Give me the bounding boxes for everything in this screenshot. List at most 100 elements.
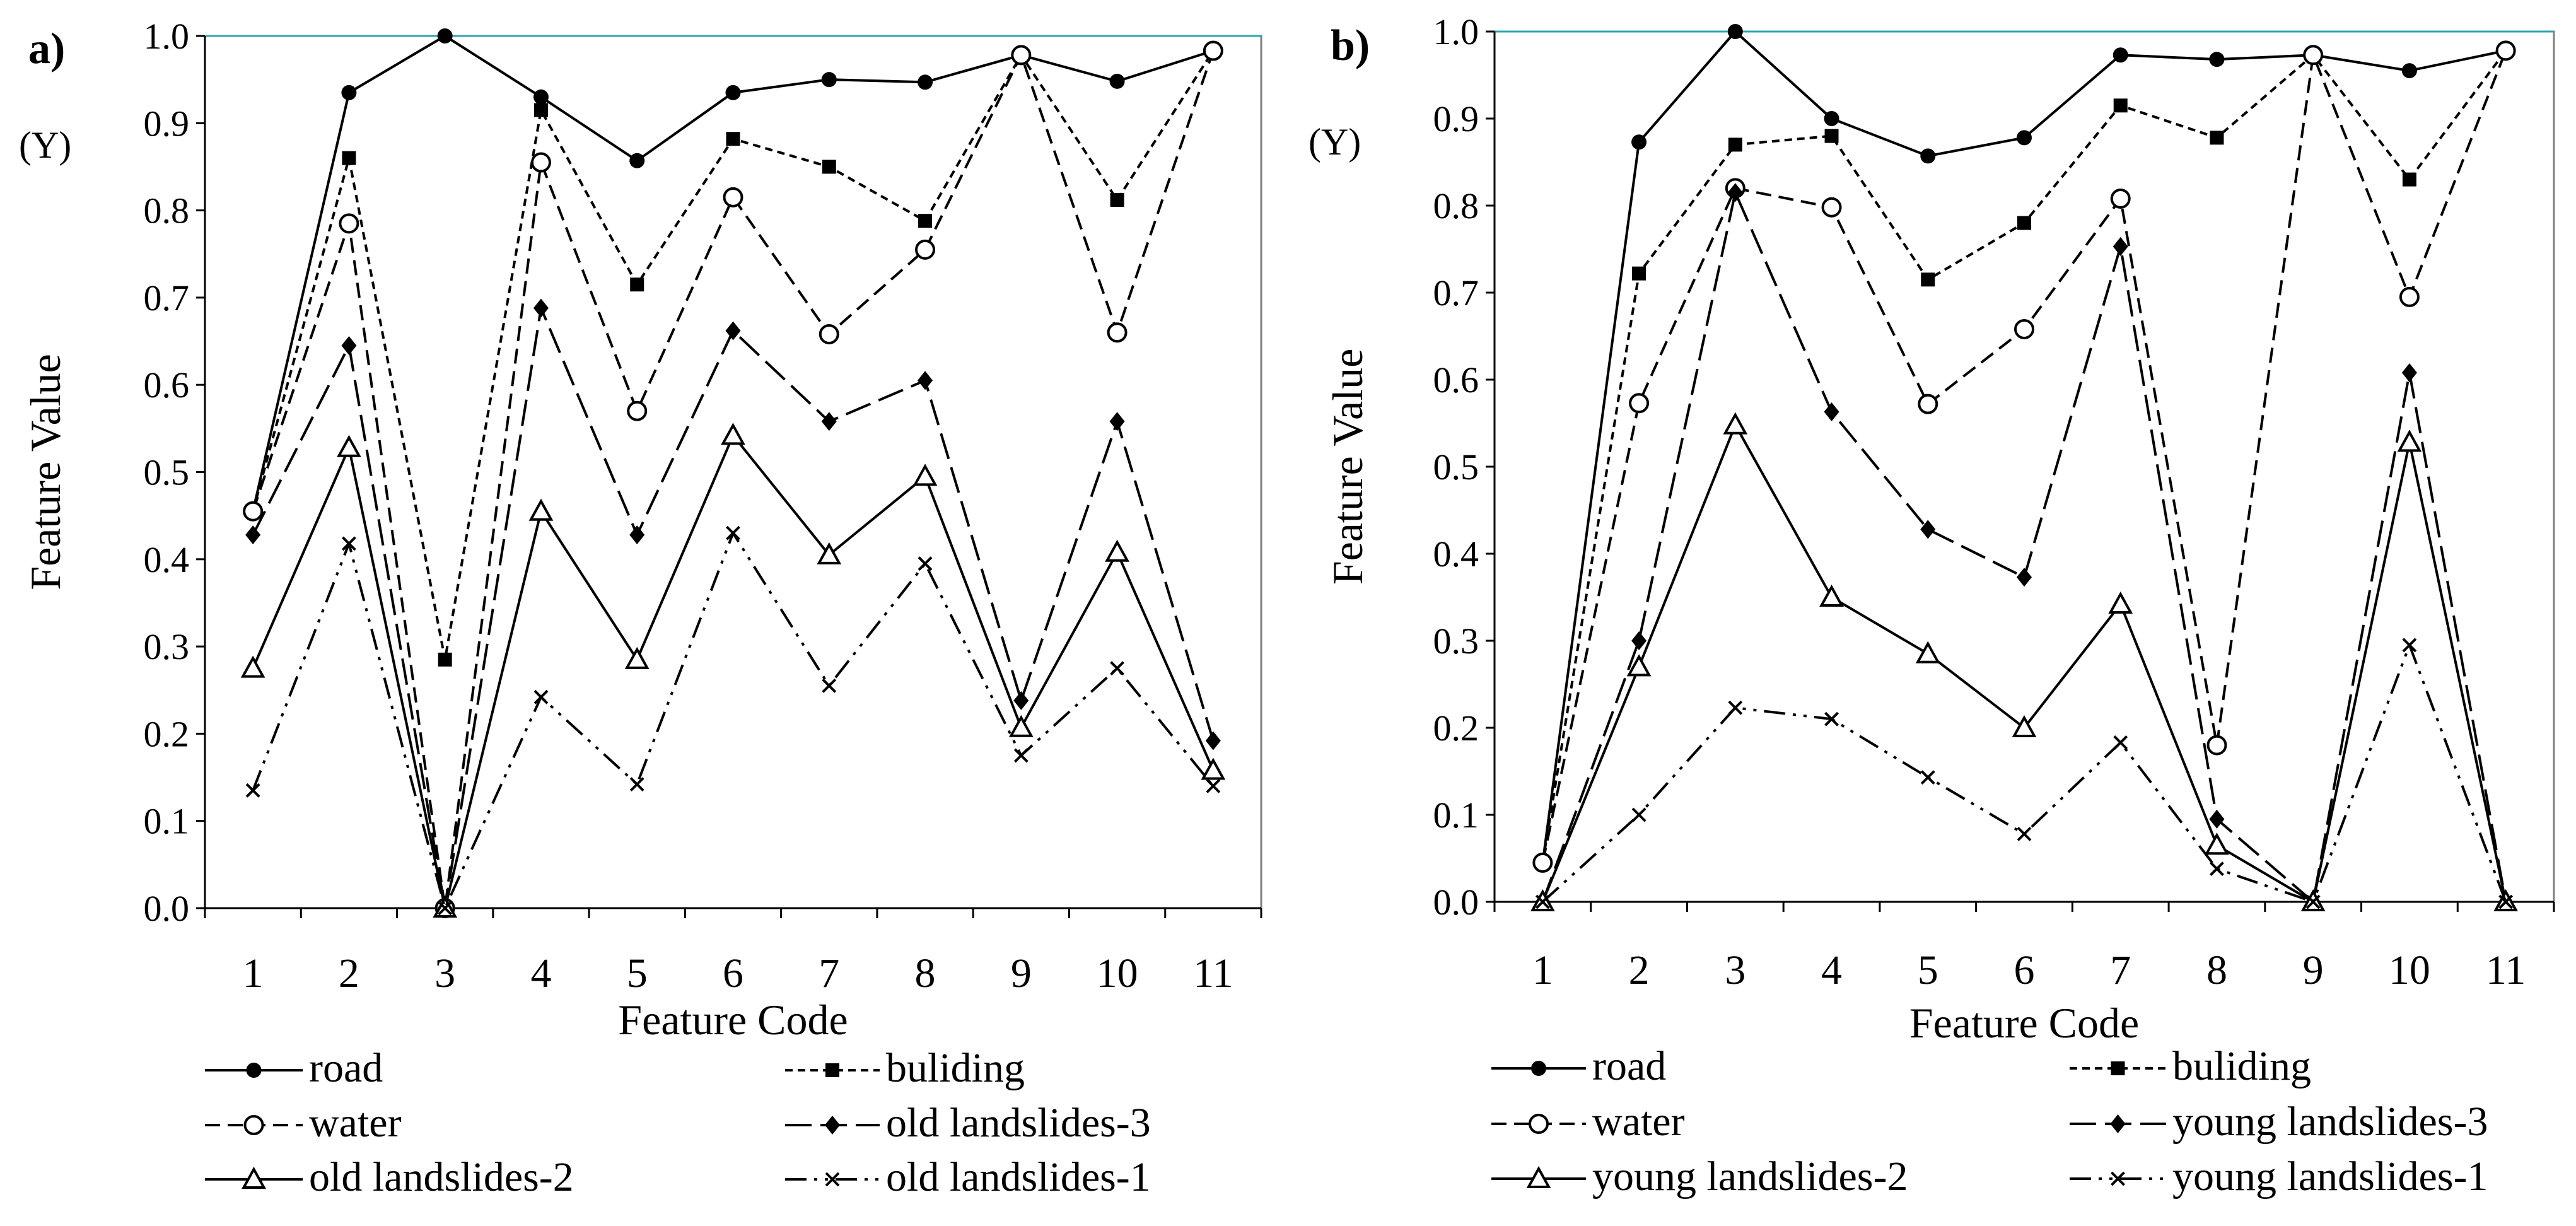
data-point-shape (1824, 111, 1839, 126)
legend-marker (1531, 1061, 1546, 1076)
y-tick-label: 0.0 (144, 888, 190, 929)
data-point-shape (342, 151, 356, 165)
data-point-shape (533, 103, 548, 117)
y-tick-label: 0.1 (144, 801, 190, 842)
data-point (437, 28, 453, 44)
legend-entry: buliding (785, 1045, 1025, 1091)
data-point-shape (1824, 402, 1839, 422)
data-point-shape (819, 324, 839, 344)
data-point (533, 103, 548, 117)
data-point (2113, 735, 2128, 750)
data-point (918, 556, 933, 571)
data-point-shape (1105, 539, 1129, 562)
data-point (721, 423, 745, 445)
y-tick-label: 0.2 (1433, 708, 1479, 749)
data-point-shape (341, 536, 356, 551)
x-tick-label: 4 (1821, 947, 1842, 993)
data-point (1629, 393, 1650, 414)
data-point (2205, 832, 2229, 855)
data-point (726, 132, 740, 146)
y-axis-title: Feature Value (21, 354, 69, 590)
legend-entry: old landslides-2 (205, 1154, 574, 1200)
series-water (243, 40, 1223, 918)
y-tick-label: 0.0 (1433, 882, 1479, 923)
data-point (822, 160, 836, 174)
legend-marker (825, 1116, 840, 1135)
data-point (1206, 778, 1221, 793)
x-tick-label: 7 (2110, 947, 2131, 993)
legend-label: road (1592, 1043, 1666, 1089)
data-point (438, 652, 452, 667)
data-point (2209, 52, 2225, 67)
data-point-shape (1011, 45, 1032, 66)
y-tick-label: 0.2 (144, 713, 190, 754)
data-point (243, 501, 264, 522)
y-tick-label: 0.7 (1433, 272, 1479, 313)
data-point (2108, 591, 2133, 614)
data-point (2399, 286, 2420, 307)
x-tick-label: 5 (1918, 947, 1938, 993)
panel-label: b) (1331, 21, 1370, 70)
data-point-shape (1109, 412, 1125, 431)
data-point (1631, 807, 1646, 822)
legend-marker (242, 1166, 266, 1189)
data-point-shape (2014, 318, 2034, 339)
chart-panel-b: 0.0 0.1 0.2 0.3 0.4 0.5 0.6 0.7 0.8 0.9 1.0 1 2 3 4 5 6 7… (1308, 11, 2555, 1200)
data-point (918, 74, 933, 90)
legend-marker-shape (825, 1172, 840, 1187)
data-point-shape (2210, 131, 2224, 145)
data-point-shape (2305, 894, 2321, 909)
data-point (342, 151, 356, 165)
data-point (1109, 73, 1125, 89)
data-point (1535, 894, 1550, 909)
data-point-shape (2402, 638, 2417, 653)
legend-label: old landslides-1 (886, 1154, 1151, 1200)
y-tick-label: 0.1 (1433, 795, 1479, 836)
data-point-shape (240, 655, 265, 678)
series-line (252, 532, 1215, 909)
y-tick-label: 0.6 (1433, 359, 1479, 400)
data-point (1727, 183, 1743, 202)
data-point (918, 214, 933, 228)
data-point-shape (2209, 809, 2225, 829)
data-point (2014, 318, 2034, 339)
data-point (1631, 134, 1647, 150)
data-point (1727, 24, 1743, 39)
data-point (1821, 197, 1842, 218)
data-point (817, 542, 842, 564)
data-point-shape (1727, 24, 1743, 39)
data-point-shape (1201, 757, 1226, 780)
data-point (1631, 631, 1647, 650)
data-point-shape (1110, 661, 1125, 676)
data-point-shape (2017, 826, 2032, 841)
data-point-shape (1110, 193, 1124, 207)
legend-entry: road (205, 1045, 383, 1091)
data-point-shape (2113, 98, 2128, 113)
data-point (2397, 429, 2422, 452)
y-tick-label: 0.8 (144, 190, 190, 231)
data-point (245, 525, 261, 545)
y-tick-label: 0.5 (1433, 447, 1479, 487)
data-point-shape (1632, 266, 1646, 281)
data-point (240, 655, 265, 678)
y-tick-label: 0.3 (144, 626, 190, 667)
series-road (245, 28, 1221, 519)
data-point-shape (725, 85, 741, 100)
x-tick-label: 11 (1193, 950, 1233, 996)
series-line (252, 50, 1215, 909)
data-point-shape (2110, 188, 2131, 209)
data-point-shape (821, 72, 837, 88)
data-point (2113, 236, 2128, 256)
data-point-shape (1921, 272, 1935, 287)
x-tick-label: 9 (2303, 947, 2324, 993)
legend-marker-shape (2110, 1114, 2126, 1133)
series-buliding (246, 44, 1220, 667)
data-point-shape (726, 132, 740, 146)
y-axis-title: Feature Value (1324, 349, 1372, 585)
data-point-shape (1819, 584, 1844, 607)
y-tick-label: 0.4 (1433, 534, 1479, 575)
y-axis-marker: (Y) (1308, 121, 1361, 163)
legend-entry: old landslides-1 (785, 1154, 1151, 1200)
data-point-shape (1915, 641, 1940, 663)
